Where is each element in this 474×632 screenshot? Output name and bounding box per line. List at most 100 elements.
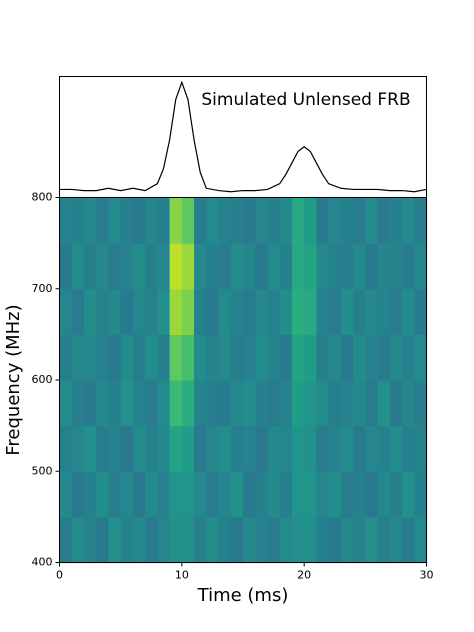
heatmap-cell [365, 425, 379, 472]
heatmap-cell [389, 516, 403, 564]
heatmap-cell [206, 288, 220, 335]
heatmap-cell [145, 288, 158, 335]
heatmap-cell [83, 516, 97, 564]
heatmap-cell [316, 243, 330, 290]
heatmap-cell [96, 380, 110, 427]
heatmap-cell [414, 334, 428, 381]
heatmap-cell [414, 425, 428, 472]
heatmap-cell [243, 288, 256, 335]
x-tick-label: 30 [420, 569, 434, 582]
heatmap-cell [279, 471, 293, 518]
heatmap-cell [389, 334, 403, 381]
heatmap-cell [414, 197, 428, 244]
heatmap-cell [316, 288, 330, 335]
heatmap-cell [108, 243, 122, 290]
heatmap-cell [291, 197, 305, 244]
heatmap-cell [267, 425, 281, 472]
heatmap-cell [71, 425, 85, 472]
x-tick-label: 20 [297, 569, 311, 582]
heatmap-cell [145, 197, 158, 244]
heatmap-cell [328, 197, 342, 244]
heatmap-cell [279, 334, 293, 381]
heatmap-cell [365, 380, 379, 427]
heatmap-cell [291, 334, 305, 381]
heatmap-cell [83, 288, 97, 335]
heatmap-cell [279, 380, 293, 427]
heatmap-cell [279, 516, 293, 564]
heatmap-cell [402, 288, 415, 335]
heatmap-cell [402, 243, 415, 290]
heatmap-cell [218, 425, 232, 472]
y-tick-label: 700 [32, 282, 53, 295]
heatmap-cell [157, 243, 171, 290]
heatmap-cell [96, 516, 110, 564]
heatmap-cell [181, 243, 195, 290]
heatmap-cell [120, 471, 134, 518]
heatmap-cell [414, 380, 428, 427]
heatmap-cell [340, 288, 354, 335]
y-tick-label: 800 [32, 191, 53, 204]
heatmap-cell [71, 197, 85, 244]
heatmap-cell [194, 243, 207, 290]
heatmap-cell [304, 516, 317, 564]
heatmap-cell [414, 516, 428, 564]
heatmap-cell [108, 334, 122, 381]
heatmap-cell [194, 288, 207, 335]
heatmap-cell [353, 425, 366, 472]
heatmap-cell [218, 471, 232, 518]
heatmap-cell [328, 243, 342, 290]
heatmap-cell [59, 380, 73, 427]
heatmap-cell [340, 197, 354, 244]
heatmap-cell [328, 334, 342, 381]
heatmap-cell [96, 243, 110, 290]
heatmap-cell [377, 288, 391, 335]
heatmap-cell [120, 425, 134, 472]
heatmap-cell [83, 471, 97, 518]
heatmap-frame [59, 197, 427, 563]
heatmap-cell [340, 471, 354, 518]
heatmap-cell [377, 334, 391, 381]
heatmap-cell [230, 516, 244, 564]
heatmap-cell [83, 425, 97, 472]
heatmap-cell [96, 425, 110, 472]
heatmap-cell [71, 471, 85, 518]
heatmap-cell [157, 197, 171, 244]
heatmap-cell [132, 197, 146, 244]
heatmap-cell [243, 334, 256, 381]
heatmap-cell [230, 334, 244, 381]
heatmap-cell [108, 516, 122, 564]
heatmap-cell [120, 334, 134, 381]
heatmap-cell [402, 197, 415, 244]
heatmap-cell [304, 380, 317, 427]
heatmap-cell [145, 471, 158, 518]
y-tick-label: 600 [32, 373, 53, 386]
heatmap-cell [389, 288, 403, 335]
heatmap-cell [181, 197, 195, 244]
heatmap-cell [132, 288, 146, 335]
heatmap-cell [365, 197, 379, 244]
heatmap-cell [304, 425, 317, 472]
heatmap-cell [218, 288, 232, 335]
heatmap-cell [218, 197, 232, 244]
heatmap-cell [316, 471, 330, 518]
heatmap-cell [230, 471, 244, 518]
x-tick-label: 0 [56, 569, 63, 582]
heatmap-cell [291, 425, 305, 472]
heatmap-cell [402, 334, 415, 381]
heatmap-cell [340, 516, 354, 564]
heatmap-cell [169, 243, 183, 290]
heatmap-cell [71, 380, 85, 427]
heatmap-cell [218, 243, 232, 290]
heatmap-cell [120, 516, 134, 564]
heatmap-cell [206, 197, 220, 244]
heatmap-cell [108, 288, 122, 335]
heatmap-cell [291, 243, 305, 290]
heatmap-cell [132, 380, 146, 427]
heatmap-cell [243, 197, 256, 244]
heatmap-cell [279, 197, 293, 244]
heatmap-cell [267, 243, 281, 290]
heatmap-cell [291, 380, 305, 427]
heatmap-cell [194, 425, 207, 472]
heatmap-cell [279, 288, 293, 335]
heatmap-cell [181, 516, 195, 564]
